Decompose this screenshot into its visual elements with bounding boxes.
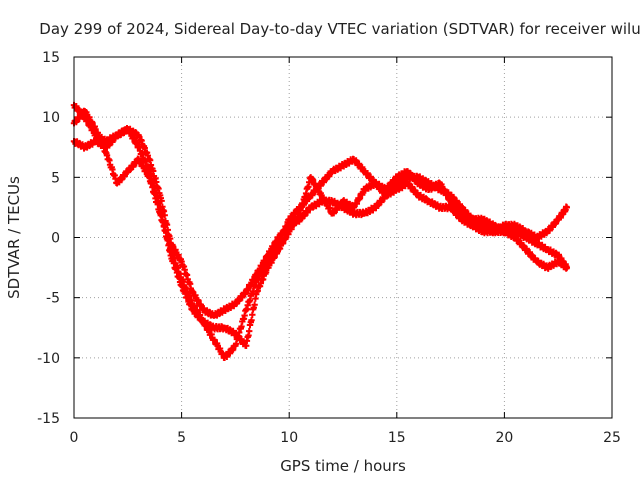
data-point bbox=[92, 137, 109, 151]
data-point bbox=[232, 330, 249, 349]
y-tick-label: -5 bbox=[46, 291, 60, 307]
data-point bbox=[156, 204, 174, 255]
data-point bbox=[563, 264, 570, 271]
series-track-c bbox=[70, 126, 570, 349]
data-point bbox=[555, 203, 570, 223]
data-point bbox=[447, 204, 464, 222]
chart-ticks: 0 5 10 15 20 25 -15 -10 -5 0 5 10 15 bbox=[37, 50, 621, 446]
data-point bbox=[307, 174, 324, 198]
data-point bbox=[243, 278, 260, 313]
data-point bbox=[178, 282, 195, 313]
plot-frame bbox=[73, 56, 613, 419]
y-tick-label: 5 bbox=[51, 170, 60, 186]
data-point bbox=[275, 230, 292, 253]
data-point bbox=[103, 150, 120, 186]
chart-title: Day 299 of 2024, Sidereal Day-to-day VTE… bbox=[39, 20, 640, 38]
y-tick-label: -15 bbox=[37, 411, 60, 427]
series-track-a bbox=[70, 101, 570, 319]
data-point bbox=[243, 291, 260, 349]
data-point bbox=[189, 306, 206, 324]
data-point bbox=[103, 131, 120, 151]
data-point bbox=[81, 108, 98, 131]
chart-grid bbox=[74, 57, 612, 418]
x-tick-label: 5 bbox=[177, 430, 186, 446]
data-point bbox=[232, 289, 249, 307]
data-point bbox=[124, 126, 141, 151]
y-tick-label: 10 bbox=[42, 110, 60, 126]
data-point bbox=[189, 288, 206, 314]
data-point bbox=[264, 248, 281, 271]
data-point bbox=[436, 202, 453, 213]
y-tick-label: 15 bbox=[42, 50, 60, 66]
data-point bbox=[210, 336, 228, 361]
data-point bbox=[512, 227, 529, 241]
data-point bbox=[178, 258, 195, 294]
data-point bbox=[253, 264, 271, 295]
data-point bbox=[296, 175, 314, 217]
data-point bbox=[167, 252, 184, 288]
y-tick-label: 0 bbox=[51, 231, 60, 247]
data-point bbox=[436, 180, 453, 203]
data-point bbox=[135, 144, 152, 173]
data-point bbox=[512, 234, 529, 254]
data-point bbox=[350, 185, 367, 211]
data-point bbox=[146, 168, 163, 207]
x-tick-label: 10 bbox=[280, 430, 298, 446]
y-axis-title: SDTVAR / TECUs bbox=[5, 176, 23, 299]
data-point bbox=[135, 132, 152, 163]
data-point bbox=[563, 204, 570, 211]
y-tick-label: -10 bbox=[37, 351, 60, 367]
chart-series-layer bbox=[70, 101, 570, 361]
x-tick-label: 0 bbox=[70, 430, 79, 446]
x-tick-label: 20 bbox=[495, 430, 513, 446]
x-axis-title: GPS time / hours bbox=[280, 457, 406, 475]
data-point bbox=[522, 245, 540, 264]
data-point bbox=[468, 214, 486, 225]
x-tick-label: 25 bbox=[603, 430, 621, 446]
x-tick-label: 15 bbox=[388, 430, 406, 446]
